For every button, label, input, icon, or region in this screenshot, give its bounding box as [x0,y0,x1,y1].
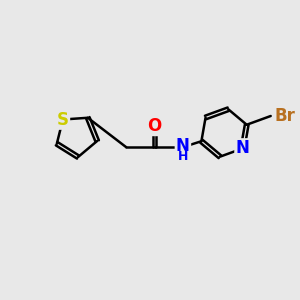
Text: S: S [57,110,69,128]
Text: N: N [176,137,190,155]
Text: Br: Br [275,107,296,125]
Text: N: N [236,140,250,158]
Text: O: O [147,117,162,135]
Text: H: H [178,150,188,163]
